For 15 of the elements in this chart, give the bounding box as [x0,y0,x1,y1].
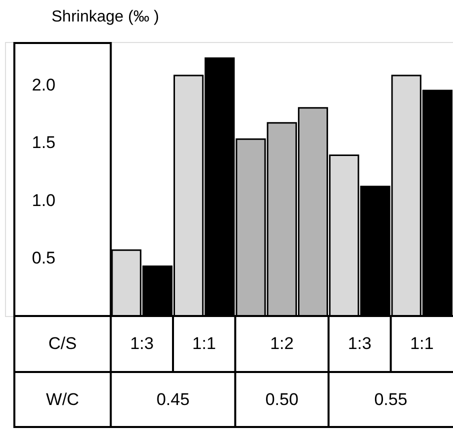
y-tick-label: 1.0 [32,190,56,210]
y-tick-label: 1.5 [32,133,56,152]
text: C/S [48,334,77,353]
text: 0.45 [156,390,190,409]
y-axis-title: Shrinkage (‰ ) [52,8,160,26]
text: 0.50 [265,390,298,409]
text: 1:3 [130,334,154,353]
text: W/C [46,390,80,409]
y-tick-label: 2.0 [32,75,56,94]
text: 1:3 [348,334,372,353]
text: 0.55 [374,390,408,409]
text: 1:1 [410,334,434,353]
y-tick-label: 0.5 [32,248,56,268]
text: 1:1 [192,334,216,353]
text: 1:2 [270,334,294,353]
